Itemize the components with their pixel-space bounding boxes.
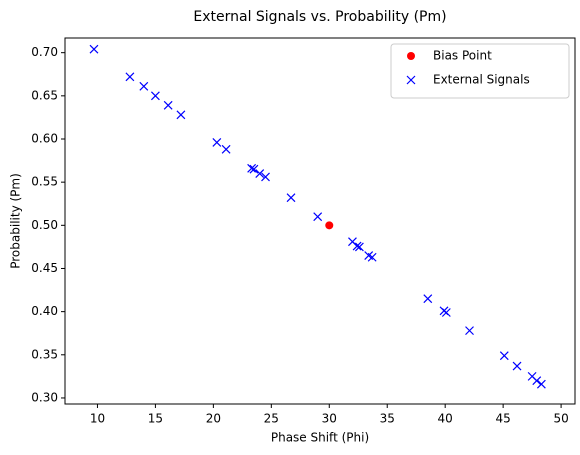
marker-stroke <box>221 144 231 154</box>
marker-stroke <box>465 326 474 336</box>
y-tick-label: 0.65 <box>31 88 58 102</box>
marker-stroke <box>261 172 270 182</box>
x-tick-label: 20 <box>206 412 221 426</box>
marker-stroke <box>89 44 99 54</box>
marker-x <box>139 81 149 91</box>
x-axis-label: Phase Shift (Phi) <box>271 431 369 445</box>
marker-stroke <box>150 91 160 101</box>
y-tick-label: 0.45 <box>31 261 58 275</box>
marker-x <box>247 163 257 173</box>
marker-stroke <box>352 241 362 251</box>
marker-stroke <box>139 81 149 91</box>
marker-dot <box>325 221 334 230</box>
x-tick-label: 35 <box>380 412 395 426</box>
x-tick-label: 15 <box>148 412 163 426</box>
marker-dot <box>407 52 415 60</box>
marker-stroke <box>286 193 296 203</box>
marker-stroke <box>406 75 416 85</box>
marker-stroke <box>125 72 135 82</box>
y-tick-label: 0.50 <box>31 218 58 232</box>
y-tick-label: 0.70 <box>31 45 58 59</box>
marker-x <box>465 326 474 336</box>
y-tick-label: 0.55 <box>31 175 58 189</box>
marker-x <box>176 110 186 120</box>
legend-label: External Signals <box>433 73 530 87</box>
marker-stroke <box>499 351 509 361</box>
marker-stroke <box>536 379 546 389</box>
marker-stroke <box>249 164 259 174</box>
marker-x <box>261 172 270 182</box>
marker-x <box>221 144 231 154</box>
marker-x <box>499 351 509 361</box>
marker-x <box>163 100 173 110</box>
marker-x <box>532 376 542 386</box>
marker-stroke <box>255 169 265 178</box>
marker-x <box>367 252 377 262</box>
legend-label: Bias Point <box>433 49 492 63</box>
legend-box <box>390 43 570 99</box>
chart-title: External Signals vs. Probability (Pm) <box>193 9 446 25</box>
y-tick-label: 0.40 <box>31 304 58 318</box>
marker-x <box>255 169 265 178</box>
y-tick-label: 0.35 <box>31 347 58 361</box>
marker-stroke <box>512 361 522 371</box>
marker-x <box>286 193 296 203</box>
marker-stroke <box>441 308 451 317</box>
marker-x <box>89 44 99 54</box>
x-tick-label: 30 <box>322 412 337 426</box>
marker-stroke <box>247 163 257 173</box>
marker-x <box>352 241 362 251</box>
x-tick-label: 50 <box>553 412 568 426</box>
marker-x <box>249 164 259 174</box>
y-axis-label: Probability (Pm) <box>9 173 23 269</box>
marker-stroke <box>532 376 542 386</box>
marker-x <box>423 294 433 304</box>
marker-stroke <box>423 294 433 304</box>
marker-x <box>150 91 160 101</box>
marker-x <box>441 308 451 317</box>
marker-stroke <box>163 100 173 110</box>
x-tick-label: 45 <box>495 412 510 426</box>
marker-x <box>406 75 416 85</box>
marker-stroke <box>367 252 377 262</box>
marker-x <box>212 138 222 147</box>
y-tick-label: 0.30 <box>31 390 58 404</box>
marker-x <box>313 212 323 222</box>
marker-x <box>125 72 135 82</box>
x-tick-label: 25 <box>264 412 279 426</box>
marker-x <box>354 242 364 252</box>
plot-frame <box>64 37 576 405</box>
marker-stroke <box>212 138 222 147</box>
marker-x <box>536 379 546 389</box>
marker-stroke <box>176 110 186 120</box>
marker-x <box>512 361 522 371</box>
marker-stroke <box>354 242 364 252</box>
x-tick-label: 40 <box>438 412 453 426</box>
x-tick-label: 10 <box>90 412 105 426</box>
y-tick-label: 0.60 <box>31 131 58 145</box>
marker-stroke <box>313 212 323 222</box>
